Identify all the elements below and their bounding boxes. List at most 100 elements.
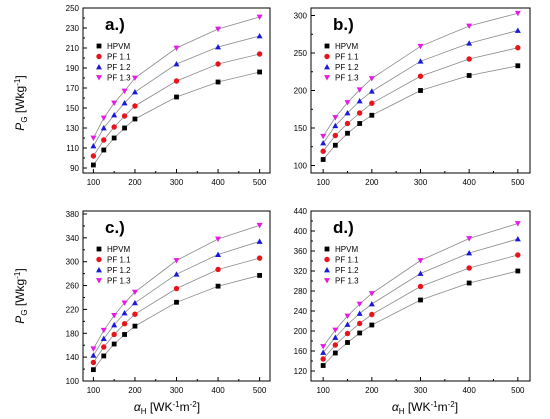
panel-c-x-tick-label: 200 bbox=[128, 386, 142, 395]
x-axis-label-left: αH [WK-1m-2] bbox=[134, 400, 200, 416]
panel-c-point-pf-1-2 bbox=[100, 335, 107, 342]
panel-a-point-hpvm bbox=[90, 162, 96, 168]
panel-d-point-pf-1-3 bbox=[466, 236, 473, 242]
panel-d-label: d.) bbox=[333, 218, 354, 237]
panel-a-point-pf-1-3 bbox=[90, 135, 97, 141]
panel-b-point-hpvm bbox=[466, 73, 472, 78]
panel-d-y-tick-label: 120 bbox=[294, 367, 308, 376]
panel-d-point-pf-1-1 bbox=[417, 283, 424, 290]
panel-b-legend-marker-hpvm bbox=[324, 43, 330, 49]
panel-c-y-tick-label: 260 bbox=[66, 282, 80, 291]
panel-c-legend-label-hpvm: HPVM bbox=[107, 245, 130, 254]
panel-b-point-pf-1-2 bbox=[368, 88, 375, 94]
panel-c-point-hpvm bbox=[90, 367, 96, 373]
panel-b-point-pf-1-1 bbox=[344, 120, 351, 127]
panel-c-point-pf-1-1 bbox=[132, 311, 138, 317]
panel-a-point-pf-1-2 bbox=[173, 61, 180, 67]
panel-c-point-pf-1-3 bbox=[215, 236, 222, 243]
y-axis-label-bottom: PG [Wkg-1] bbox=[13, 268, 29, 323]
panel-c-point-hpvm bbox=[215, 283, 221, 289]
panel-d-point-hpvm bbox=[332, 350, 338, 356]
panel-b-point-pf-1-3 bbox=[320, 133, 327, 140]
panel-b-point-pf-1-1 bbox=[369, 100, 375, 106]
panel-d-legend-marker-pf-1-1 bbox=[324, 256, 330, 263]
panel-d-y-tick-label: 200 bbox=[294, 327, 308, 336]
panel-c-point-pf-1-1 bbox=[101, 344, 107, 350]
panel-d-legend-label-hpvm: HPVM bbox=[335, 245, 358, 254]
panel-a-point-pf-1-3 bbox=[121, 88, 128, 94]
panel-c-x-tick-label: 100 bbox=[87, 386, 101, 395]
panel-a-y-tick-label: 230 bbox=[66, 24, 80, 33]
panel-d-point-pf-1-2 bbox=[356, 310, 363, 316]
panel-d-point-pf-1-3 bbox=[417, 258, 424, 264]
panel-b-y-tick-label: 250 bbox=[294, 49, 308, 58]
panel-c-point-hpvm bbox=[122, 332, 127, 337]
panel-d-point-pf-1-2 bbox=[514, 236, 521, 242]
panel-c-point-pf-1-1 bbox=[111, 331, 117, 338]
panel-d-y-tick-label: 440 bbox=[294, 207, 308, 216]
panel-a-label: a.) bbox=[105, 15, 125, 34]
panel-d-x-tick-label: 200 bbox=[365, 386, 379, 395]
panel-c-y-tick-label: 100 bbox=[66, 377, 80, 386]
panel-b-x-tick-label: 500 bbox=[511, 178, 525, 187]
panel-c-legend-marker-hpvm bbox=[96, 246, 102, 252]
panel-c-point-hpvm bbox=[132, 323, 138, 329]
panel-a-series-line-pf-1-2 bbox=[93, 35, 260, 147]
panel-a-y-tick-label: 130 bbox=[66, 124, 80, 133]
panel-d-point-hpvm bbox=[357, 330, 363, 336]
panel-c-point-pf-1-1 bbox=[215, 266, 221, 273]
panel-c-series-line-pf-1-2 bbox=[93, 241, 260, 356]
panel-d-point-pf-1-3 bbox=[514, 221, 521, 227]
panel-a-point-pf-1-3 bbox=[215, 26, 222, 32]
panel-b-point-hpvm bbox=[345, 130, 350, 136]
panel-b-legend-label-pf-1-3: PF 1.3 bbox=[335, 74, 359, 83]
panel-a-x-tick-label: 200 bbox=[128, 178, 142, 187]
panel-a-point-pf-1-1 bbox=[256, 51, 263, 57]
panel-a-point-pf-1-2 bbox=[111, 112, 118, 118]
panel-a-y-tick-label: 250 bbox=[66, 4, 80, 13]
panel-b-legend-marker-pf-1-2 bbox=[324, 64, 330, 70]
panel-a-point-pf-1-3 bbox=[173, 45, 180, 51]
panel-c-point-hpvm bbox=[101, 353, 107, 359]
panel-b-x-tick-label: 200 bbox=[365, 178, 379, 187]
panel-a-legend-marker-pf-1-3 bbox=[96, 75, 102, 81]
panel-c-point-pf-1-2 bbox=[173, 271, 180, 277]
panel-c-series-line-pf-1-1 bbox=[93, 257, 260, 363]
panel-a-x-tick-label: 100 bbox=[87, 178, 101, 187]
panel-c-y-tick-label: 300 bbox=[66, 258, 80, 267]
panel-c-y-tick-label: 180 bbox=[66, 329, 80, 338]
panel-a-x-tick-label: 400 bbox=[211, 178, 225, 187]
panel-b-point-hpvm bbox=[320, 157, 326, 162]
panel-d-legend-marker-hpvm bbox=[324, 246, 330, 252]
panel-d-x-tick-label: 100 bbox=[316, 386, 330, 395]
panel-b-point-pf-1-3 bbox=[514, 10, 521, 17]
panel-d-point-hpvm bbox=[345, 340, 350, 345]
panel-d-series-line-pf-1-2 bbox=[322, 238, 518, 353]
panel-a-y-tick-label: 110 bbox=[66, 144, 79, 153]
panel-c-point-pf-1-2 bbox=[215, 251, 222, 257]
panel-a-point-pf-1-1 bbox=[111, 124, 117, 130]
panel-c-point-pf-1-3 bbox=[100, 327, 107, 334]
panel-c-legend-label-pf-1-1: PF 1.1 bbox=[107, 256, 131, 265]
panel-c-point-pf-1-3 bbox=[111, 312, 118, 319]
panel-a-legend-label-pf-1-1: PF 1.1 bbox=[107, 53, 131, 62]
panel-b-point-pf-1-3 bbox=[356, 87, 363, 93]
panel-d-point-pf-1-2 bbox=[320, 349, 327, 355]
panel-d-point-pf-1-1 bbox=[320, 356, 326, 362]
panel-b-y-tick-label: 100 bbox=[294, 162, 308, 171]
panel-c-legend-label-pf-1-2: PF 1.2 bbox=[107, 266, 131, 275]
panel-d-point-pf-1-2 bbox=[332, 334, 339, 340]
panel-b-point-pf-1-3 bbox=[417, 43, 424, 50]
panel-a-y-tick-label: 150 bbox=[66, 104, 80, 113]
panel-c-point-hpvm bbox=[111, 341, 117, 347]
panel-c-point-pf-1-3 bbox=[131, 289, 138, 296]
panel-d-point-hpvm bbox=[320, 363, 326, 368]
panel-a-point-pf-1-2 bbox=[215, 44, 222, 50]
panel-b: 100 200 300 400 500 100 150 200 250 300 b.) HPVM PF … bbox=[294, 7, 531, 187]
panel-d-point-pf-1-2 bbox=[344, 321, 351, 327]
panel-d-legend-label-pf-1-2: PF 1.2 bbox=[335, 266, 359, 275]
panel-c-point-pf-1-2 bbox=[131, 299, 138, 306]
panel-a-point-pf-1-2 bbox=[256, 33, 263, 39]
panel-a: 100 200 300 400 500 90 110 130 150 170 190 210 230 25… bbox=[66, 4, 271, 187]
panel-c-y-tick-label: 220 bbox=[66, 305, 80, 314]
